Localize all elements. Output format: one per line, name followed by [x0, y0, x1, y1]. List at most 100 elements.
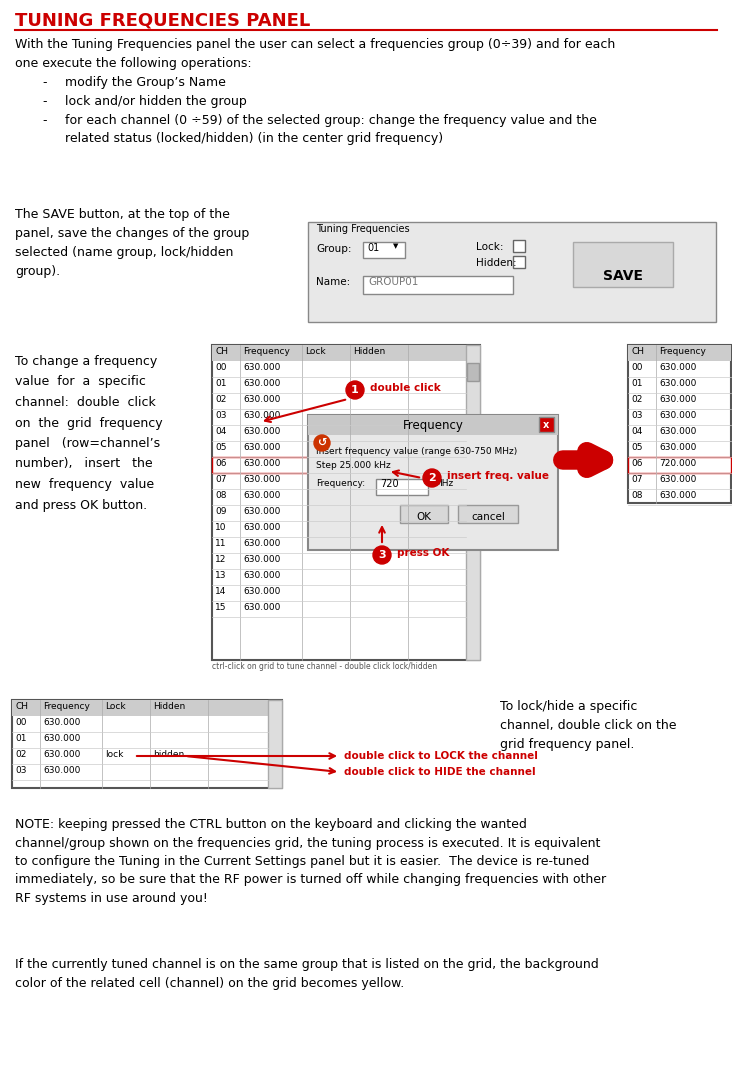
Text: 630.000: 630.000	[243, 588, 280, 596]
Text: Step 25.000 kHz: Step 25.000 kHz	[316, 461, 391, 470]
Text: Frequency: Frequency	[243, 347, 290, 356]
Text: TUNING FREQUENCIES PANEL: TUNING FREQUENCIES PANEL	[15, 12, 310, 30]
Text: 630.000: 630.000	[659, 362, 696, 372]
Text: -: -	[42, 95, 47, 108]
Text: Lock: Lock	[305, 347, 326, 356]
Text: Frequency: Frequency	[43, 702, 90, 711]
Text: double click to LOCK the channel: double click to LOCK the channel	[344, 751, 538, 761]
Text: 630.000: 630.000	[659, 491, 696, 500]
Text: 01: 01	[367, 243, 379, 253]
Text: 13: 13	[215, 571, 226, 580]
FancyBboxPatch shape	[573, 242, 673, 287]
Text: -: -	[42, 114, 47, 127]
Text: 05: 05	[215, 443, 226, 452]
Text: 15: 15	[215, 603, 226, 612]
FancyBboxPatch shape	[628, 345, 731, 503]
FancyBboxPatch shape	[12, 700, 282, 788]
Text: 06: 06	[215, 459, 226, 469]
Text: 09: 09	[215, 507, 226, 516]
Text: Frequency:: Frequency:	[316, 479, 365, 488]
Text: 02: 02	[15, 750, 26, 758]
Text: 630.000: 630.000	[243, 555, 280, 564]
Text: 07: 07	[631, 475, 643, 484]
Text: If the currently tuned channel is on the same group that is listed on the grid, : If the currently tuned channel is on the…	[15, 958, 599, 990]
Text: With the Tuning Frequencies panel the user can select a frequencies group (0÷39): With the Tuning Frequencies panel the us…	[15, 38, 616, 70]
Text: 630.000: 630.000	[243, 539, 280, 547]
Text: 630.000: 630.000	[243, 507, 280, 516]
Text: cancel: cancel	[471, 512, 505, 522]
Text: 630.000: 630.000	[243, 411, 280, 420]
Text: press OK: press OK	[397, 547, 449, 558]
Text: for each channel (0 ÷59) of the selected group: change the frequency value and t: for each channel (0 ÷59) of the selected…	[65, 114, 597, 145]
Text: Tuning Frequencies: Tuning Frequencies	[316, 224, 410, 234]
Text: 630.000: 630.000	[243, 475, 280, 484]
Text: ↺: ↺	[317, 438, 326, 448]
Text: To change a frequency
value  for  a  specific
channel:  double  click
on  the  g: To change a frequency value for a specif…	[15, 355, 163, 512]
Text: 11: 11	[215, 539, 226, 547]
Text: CH: CH	[631, 347, 644, 356]
Text: 630.000: 630.000	[243, 362, 280, 372]
Text: Insert frequency value (range 630-750 MHz): Insert frequency value (range 630-750 MH…	[316, 447, 518, 456]
FancyBboxPatch shape	[539, 417, 554, 432]
Text: CH: CH	[215, 347, 228, 356]
Text: Lock:: Lock:	[476, 242, 504, 252]
FancyBboxPatch shape	[268, 700, 282, 788]
Text: 630.000: 630.000	[243, 427, 280, 436]
Text: 01: 01	[215, 379, 226, 388]
FancyBboxPatch shape	[467, 362, 479, 381]
Circle shape	[423, 469, 441, 487]
Text: 630.000: 630.000	[659, 427, 696, 436]
FancyBboxPatch shape	[12, 700, 268, 716]
FancyBboxPatch shape	[308, 415, 558, 435]
FancyBboxPatch shape	[363, 276, 513, 294]
FancyBboxPatch shape	[212, 345, 480, 660]
Text: 10: 10	[215, 523, 226, 532]
Text: 07: 07	[215, 475, 226, 484]
FancyBboxPatch shape	[212, 345, 466, 361]
Text: Frequency: Frequency	[403, 420, 463, 433]
Text: Hidden: Hidden	[153, 702, 185, 711]
Text: GROUP01: GROUP01	[368, 277, 419, 287]
Text: lock: lock	[105, 750, 124, 758]
Text: 00: 00	[631, 362, 643, 372]
Text: 630.000: 630.000	[43, 734, 81, 743]
FancyBboxPatch shape	[308, 222, 716, 322]
Text: -: -	[42, 76, 47, 89]
Text: 12: 12	[215, 555, 226, 564]
Text: 630.000: 630.000	[243, 523, 280, 532]
Text: lock and/or hidden the group: lock and/or hidden the group	[65, 95, 247, 108]
FancyBboxPatch shape	[308, 415, 558, 550]
Text: 3: 3	[378, 550, 386, 560]
Text: OK: OK	[417, 512, 431, 522]
Text: double click to HIDE the channel: double click to HIDE the channel	[344, 767, 536, 777]
Text: CH: CH	[15, 702, 28, 711]
Text: 630.000: 630.000	[243, 379, 280, 388]
Text: 04: 04	[215, 427, 226, 436]
Text: 630.000: 630.000	[43, 718, 81, 727]
FancyBboxPatch shape	[400, 505, 448, 523]
FancyBboxPatch shape	[363, 242, 405, 258]
Text: 630.000: 630.000	[659, 475, 696, 484]
Text: ▼: ▼	[393, 243, 398, 249]
Text: 630.000: 630.000	[243, 395, 280, 404]
Text: 03: 03	[631, 411, 643, 420]
Text: modify the Group’s Name: modify the Group’s Name	[65, 76, 226, 89]
Text: 630.000: 630.000	[243, 459, 280, 469]
Text: 630.000: 630.000	[43, 766, 81, 775]
Text: NOTE: keeping pressed the CTRL button on the keyboard and clicking the wanted
ch: NOTE: keeping pressed the CTRL button on…	[15, 818, 606, 905]
Text: Lock: Lock	[105, 702, 126, 711]
Text: Hidden:: Hidden:	[476, 258, 517, 268]
Text: 02: 02	[631, 395, 643, 404]
Text: MHz: MHz	[434, 479, 453, 488]
Text: 02: 02	[215, 395, 226, 404]
Text: 720: 720	[380, 479, 399, 489]
Text: 630.000: 630.000	[243, 443, 280, 452]
Text: Group:: Group:	[316, 245, 351, 254]
Text: 630.000: 630.000	[243, 491, 280, 500]
Text: 630.000: 630.000	[659, 379, 696, 388]
Text: Name:: Name:	[316, 277, 350, 287]
FancyBboxPatch shape	[458, 505, 518, 523]
Text: 05: 05	[631, 443, 643, 452]
Text: 01: 01	[15, 734, 26, 743]
FancyBboxPatch shape	[466, 345, 480, 660]
